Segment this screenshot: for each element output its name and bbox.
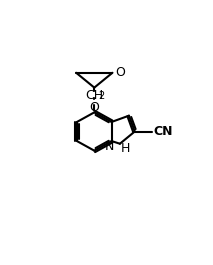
Text: CN: CN (153, 125, 173, 138)
Text: N: N (105, 140, 114, 153)
Text: O: O (90, 101, 99, 114)
Text: CH: CH (85, 89, 103, 101)
Text: H: H (120, 142, 130, 154)
Text: 2: 2 (98, 91, 105, 101)
Text: O: O (115, 66, 125, 79)
